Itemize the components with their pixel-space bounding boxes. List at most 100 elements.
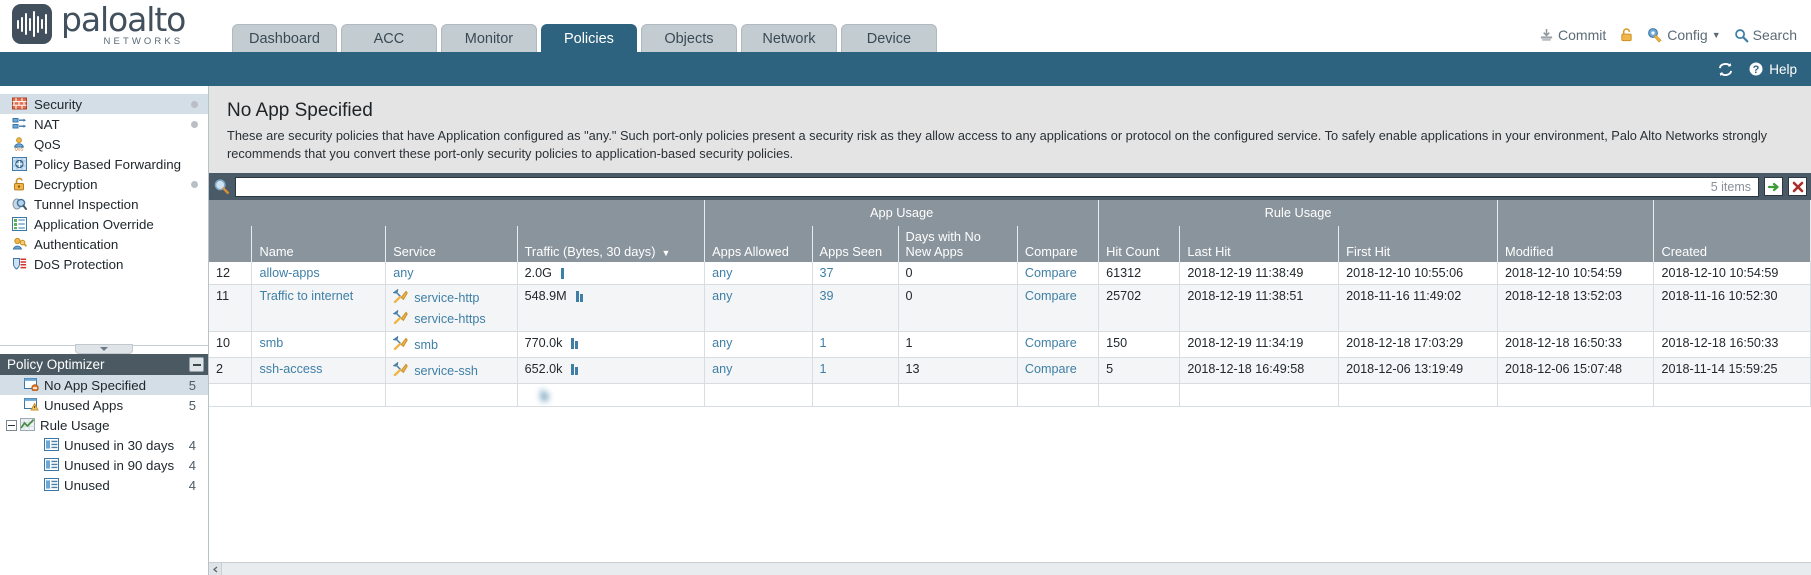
sidebar-item-label: Security [34,96,83,112]
rule-name[interactable]: smb [259,336,284,351]
apps-allowed[interactable]: any [712,266,733,281]
table-column-header-row[interactable]: Name Service Traffic (Bytes, 30 days) ▼ Apps… [209,226,1811,263]
sidebar-item-dos-protection[interactable]: DoS Protection [0,254,208,274]
rule-name[interactable]: Traffic to internet [259,289,354,304]
rule-id: 12 [209,262,253,286]
service-value[interactable]: any [393,266,414,281]
help-button[interactable]: ? Help [1748,61,1797,77]
policy-optimizer-item-unused-in-90-days[interactable]: Unused in 90 days 4 [0,455,208,475]
apps-seen[interactable]: 37 [819,266,834,281]
tab-objects[interactable]: Objects [640,24,737,52]
traffic-bar [560,267,564,279]
tab-dashboard[interactable]: Dashboard [232,24,337,52]
commit-button[interactable]: Commit [1539,27,1606,43]
service-item[interactable]: service-http [392,288,509,306]
policy-optimizer-item-unused[interactable]: Unused 4 [0,475,208,495]
tab-monitor[interactable]: Monitor [440,24,537,52]
first-hit: 2018-12-10 10:55:06 [1338,262,1499,286]
table-column-header-first-hit[interactable]: First Hit [1338,226,1499,263]
sidebar-item-label: Authentication [34,236,119,252]
table-column-header-hit-count[interactable]: Hit Count [1098,226,1181,263]
table-row[interactable]: 12 allow-apps any 2.0G any 37 0 Compare 61312 201… [209,262,1811,286]
compare-link[interactable]: Compare [1024,362,1077,377]
search-button[interactable]: Search [1734,27,1797,43]
tools-icon [392,361,409,379]
table-column-header-created[interactable]: Created [1653,226,1811,263]
apps-seen[interactable]: 1 [819,362,827,377]
policy-optimizer-item-unused-apps[interactable]: Unused Apps 5 [0,395,208,415]
tree-collapse-icon[interactable] [6,419,17,431]
top-right-controls: Commit Config ▼ Search [1539,27,1797,43]
compare-link[interactable]: Compare [1024,336,1077,351]
search-bar: 5 items [209,173,1811,201]
table-column-header-apps-seen[interactable]: Apps Seen [812,226,899,263]
refresh-button[interactable] [1717,62,1734,77]
table-column-header-compare[interactable]: Compare [1017,226,1100,263]
policy-optimizer-item-no-app-specified[interactable]: No App Specified 5 [0,375,208,395]
first-hit: 2018-11-16 11:49:02 [1338,284,1499,333]
table-column-header-days-with-no-new-apps[interactable]: Days with No New Apps [898,226,1018,263]
policy-optimizer-item-unused-in-30-days[interactable]: Unused in 30 days 4 [0,435,208,455]
apps-seen[interactable]: 39 [819,289,834,304]
table-row[interactable]: 2 ssh-access service-ssh 652.0k any 1 13 Compar… [209,357,1811,385]
sidebar-item-nat[interactable]: NAT [0,114,208,134]
sidebar-item-application-override[interactable]: Application Override [0,214,208,234]
compare-link[interactable]: Compare [1024,266,1077,281]
days-with-no-new-apps: 1 [898,331,1018,359]
table-row-partial [209,383,1811,408]
column-label: Days with No New Apps [905,229,981,260]
table-column-header-traffic-bytes-30-days[interactable]: Traffic (Bytes, 30 days) ▼ [517,226,706,263]
table-row[interactable]: 11 Traffic to internet service-http service… [209,284,1811,333]
tab-policies[interactable]: Policies [540,24,637,52]
rule-name[interactable]: ssh-access [259,362,323,377]
first-hit: 2018-12-06 13:19:49 [1338,357,1499,385]
apps-allowed[interactable]: any [712,289,733,304]
table-row[interactable]: 10 smb smb 770.0k any 1 1 Compare 150 2018-12-19 … [209,331,1811,359]
service-item[interactable]: service-ssh [392,361,509,379]
clear-filter-button[interactable] [1788,177,1807,197]
tab-device[interactable]: Device [840,24,937,52]
security-brick-icon [12,97,29,112]
compare-link[interactable]: Compare [1024,289,1077,304]
apps-seen[interactable]: 1 [819,336,827,351]
sort-desc-caret-icon[interactable]: ▼ [661,248,671,259]
minimize-icon[interactable] [189,357,204,372]
sidebar-item-security[interactable]: Security [0,94,208,114]
horizontal-scrollbar[interactable] [209,562,1811,575]
table-column-header-last-hit[interactable]: Last Hit [1179,226,1340,263]
config-menu[interactable]: Config ▼ [1647,27,1721,43]
sidebar-item-policy-based-forwarding[interactable]: Policy Based Forwarding [0,154,208,174]
rules-table-container[interactable]: App Usage Rule Usage Name Service Traffic (… [209,200,1811,562]
sidebar-item-qos[interactable]: QoS QoS [0,134,208,154]
service-item[interactable]: smb [392,335,509,353]
sidebar-item-decryption[interactable]: Decryption [0,174,208,194]
magnifier-icon [214,179,229,195]
service-item[interactable]: service-https [392,309,509,327]
search-input[interactable]: 5 items [235,176,1759,197]
sidebar-item-tunnel-inspection[interactable]: Tunnel Inspection [0,194,208,214]
tools-icon [392,309,409,327]
tab-network[interactable]: Network [740,24,837,52]
apps-allowed[interactable]: any [712,336,733,351]
commit-icon [1540,28,1553,41]
collapse-grip-icon[interactable] [75,344,133,354]
table-column-header-blank[interactable] [209,226,253,263]
sidebar-resize-handle[interactable] [0,344,208,354]
scroll-left-icon[interactable] [209,562,222,575]
sidebar-item-authentication[interactable]: Authentication [0,234,208,254]
tab-acc[interactable]: ACC [340,24,437,52]
service-cell: service-ssh [385,357,518,385]
table-column-header-modified[interactable]: Modified [1497,226,1655,263]
table-column-header-apps-allowed[interactable]: Apps Allowed [704,226,813,263]
list-icon [44,438,60,452]
apps-allowed[interactable]: any [712,362,733,377]
rule-name[interactable]: allow-apps [259,266,320,281]
main-nav-tabs[interactable]: Dashboard ACC Monitor Policies Objects Networ… [232,24,937,52]
lock-button[interactable] [1619,27,1634,43]
tools-icon [392,288,409,306]
apply-filter-button[interactable] [1764,177,1783,197]
table-column-header-service[interactable]: Service [385,226,518,263]
policy-optimizer-item-rule-usage[interactable]: Rule Usage [0,415,208,435]
red-x-icon [1792,181,1803,193]
table-column-header-name[interactable]: Name [251,226,387,263]
